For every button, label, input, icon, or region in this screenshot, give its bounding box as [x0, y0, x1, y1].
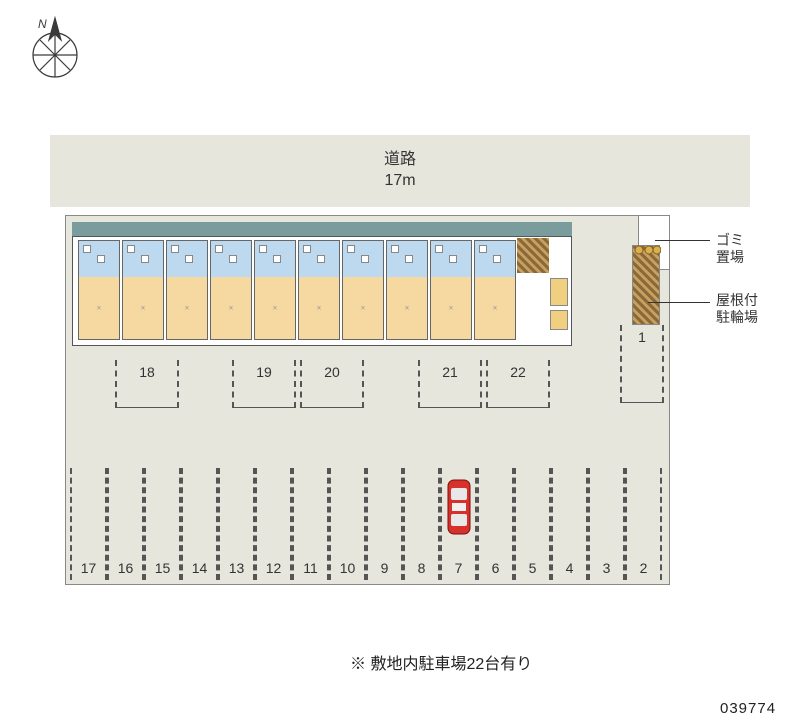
- parking-num: 2: [640, 560, 648, 576]
- unit-room: [167, 277, 207, 339]
- parking-num: 10: [340, 560, 356, 576]
- apartment-unit: [78, 240, 120, 340]
- note-text: ※ 敷地内駐車場22台有り: [350, 650, 532, 674]
- road-strip: 道路 17m: [50, 135, 750, 207]
- parking-num: 13: [229, 560, 245, 576]
- bike-parking: [632, 245, 660, 325]
- trash-label: ゴミ置場: [716, 232, 744, 266]
- unit-room: [79, 277, 119, 339]
- unit-bathroom: [79, 241, 119, 279]
- parking-num: 14: [192, 560, 208, 576]
- unit-bathroom: [167, 241, 207, 279]
- apartment-unit: [210, 240, 252, 340]
- parking-num: 12: [266, 560, 282, 576]
- parking-slot: 20: [300, 360, 364, 408]
- parking-slot: 17: [70, 468, 107, 580]
- stairwell: [517, 238, 549, 273]
- unit-bathroom: [343, 241, 383, 279]
- apartment-unit: [342, 240, 384, 340]
- building-corridor: [72, 222, 572, 236]
- parking-num: 17: [81, 560, 97, 576]
- parking-num: 5: [529, 560, 537, 576]
- parking-slot: 19: [232, 360, 296, 408]
- unit-room: [475, 277, 515, 339]
- parking-slot: 18: [115, 360, 179, 408]
- road-label-2: 17m: [384, 171, 415, 192]
- unit-bathroom: [299, 241, 339, 279]
- callout-line: [655, 240, 710, 241]
- svg-text:N: N: [38, 17, 47, 31]
- parking-slot: 2: [625, 468, 662, 580]
- parking-num: 18: [139, 364, 155, 380]
- parking-slot: 21: [418, 360, 482, 408]
- parking-slot: 12: [255, 468, 292, 580]
- site-plan: N 道路 17m 1 ゴミ置場 屋根付駐輪: [0, 0, 800, 727]
- parking-slot: 9: [366, 468, 403, 580]
- parking-slot: 5: [514, 468, 551, 580]
- parking-slot: 6: [477, 468, 514, 580]
- parking-slot: 3: [588, 468, 625, 580]
- parking-num: 3: [603, 560, 611, 576]
- parking-slot: 8: [403, 468, 440, 580]
- parking-num: 9: [381, 560, 389, 576]
- parking-num: 7: [455, 560, 463, 576]
- apartment-unit: [474, 240, 516, 340]
- parking-slot: 22: [486, 360, 550, 408]
- drawing-id: 039774: [720, 700, 776, 717]
- parking-num: 6: [492, 560, 500, 576]
- unit-bathroom: [211, 241, 251, 279]
- unit-bathroom: [387, 241, 427, 279]
- parking-slot: 4: [551, 468, 588, 580]
- unit-room: [343, 277, 383, 339]
- parking-num: 20: [324, 364, 340, 380]
- entry-feature-2: [550, 310, 568, 330]
- unit-bathroom: [431, 241, 471, 279]
- apartment-unit: [430, 240, 472, 340]
- parking-num: 4: [566, 560, 574, 576]
- parking-num: 11: [303, 560, 318, 576]
- road-label-1: 道路: [384, 150, 416, 171]
- compass: N: [15, 10, 95, 90]
- unit-room: [299, 277, 339, 339]
- apartment-unit: [166, 240, 208, 340]
- parking-num: 21: [442, 364, 458, 380]
- parking-slot: 15: [144, 468, 181, 580]
- unit-room: [123, 277, 163, 339]
- unit-room: [255, 277, 295, 339]
- parking-slot: 13: [218, 468, 255, 580]
- parking-num: 22: [510, 364, 526, 380]
- parking-num: 19: [256, 364, 272, 380]
- parking-num: 16: [118, 560, 134, 576]
- unit-room: [431, 277, 471, 339]
- parking-num: 8: [418, 560, 426, 576]
- parking-slot: 7: [440, 468, 477, 580]
- parking-slot-1: 1: [620, 325, 664, 403]
- unit-bathroom: [255, 241, 295, 279]
- apartment-unit: [122, 240, 164, 340]
- entry-feature-1: [550, 278, 568, 306]
- parking-num: 1: [638, 329, 646, 345]
- unit-room: [211, 277, 251, 339]
- parking-slot: 16: [107, 468, 144, 580]
- apartment-unit: [386, 240, 428, 340]
- apartment-unit: [254, 240, 296, 340]
- bike-label: 屋根付駐輪場: [716, 292, 758, 326]
- parking-slot: 10: [329, 468, 366, 580]
- unit-room: [387, 277, 427, 339]
- parking-slot: 11: [292, 468, 329, 580]
- unit-bathroom: [123, 241, 163, 279]
- parking-num: 15: [155, 560, 171, 576]
- parking-slot: 14: [181, 468, 218, 580]
- unit-bathroom: [475, 241, 515, 279]
- callout-line: [648, 302, 710, 303]
- apartment-unit: [298, 240, 340, 340]
